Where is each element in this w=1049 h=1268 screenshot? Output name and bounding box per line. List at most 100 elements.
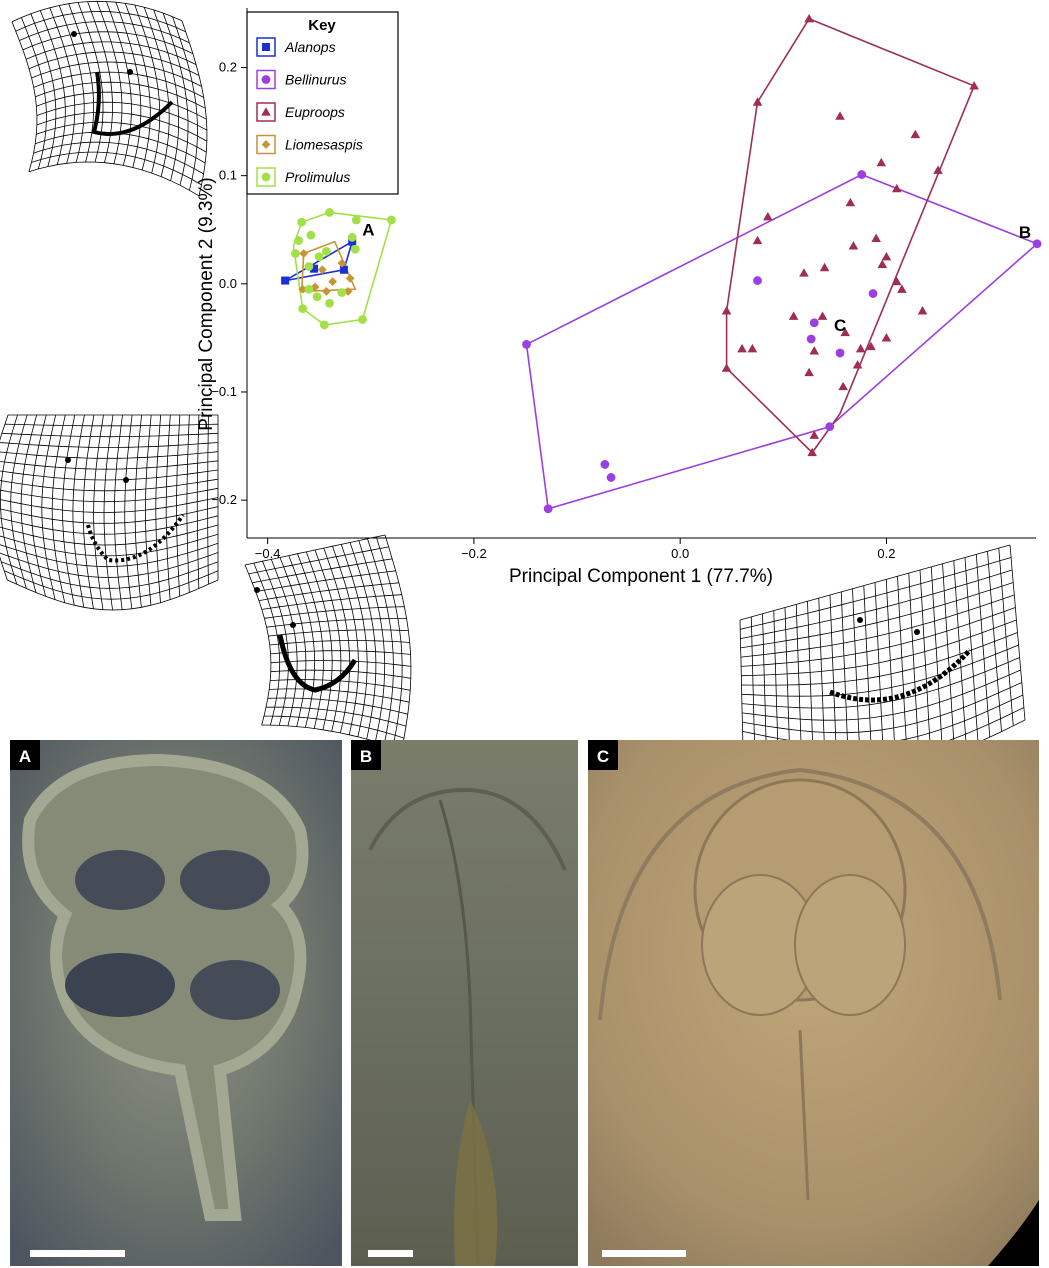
annotation-b: B [1019, 223, 1031, 242]
legend-label-liomesaspis: Liomesaspis [285, 137, 363, 153]
point-euproops [737, 343, 747, 353]
point-prolimulus [298, 304, 308, 314]
point-euproops [848, 241, 859, 250]
legend-marker-euproops [261, 107, 271, 116]
x-tick-label: 0.0 [671, 546, 689, 561]
point-prolimulus [322, 246, 331, 256]
legend-label-prolimulus: Prolimulus [285, 169, 350, 185]
x-axis-title: Principal Component 1 (77.7%) [509, 566, 773, 587]
point-alanops [339, 265, 348, 274]
point-prolimulus [319, 320, 329, 330]
point-liomesaspis [298, 284, 308, 294]
panel-letter-box [10, 740, 40, 770]
x-tick-label: −0.2 [461, 546, 487, 561]
point-bellinurus [809, 318, 819, 328]
point-prolimulus [304, 262, 314, 271]
deformation-grid-mid-left [0, 414, 219, 611]
pca-scatter-plot: −0.4 −0.2 0.0 0.2 −0.2 −0.1 0.0 0.1 0.2 A B C Prin… [196, 8, 1042, 587]
point-euproops [881, 251, 892, 261]
y-tick-label: 0.1 [219, 168, 237, 183]
point-euproops [917, 306, 928, 315]
point-prolimulus [291, 249, 300, 258]
point-bellinurus [806, 334, 816, 344]
point-liomesaspis [328, 277, 338, 287]
annotation-c: C [834, 316, 846, 335]
legend-marker-alanops [262, 43, 270, 51]
point-liomesaspis [343, 286, 353, 296]
deformation-grid-top-left [11, 0, 208, 197]
deformation-grid-bottom-right [739, 544, 1026, 772]
point-euproops [910, 129, 921, 139]
point-euproops [877, 259, 888, 268]
point-liomesaspis [337, 258, 347, 268]
y-tick-label: 0.2 [219, 59, 237, 74]
photo-panel-a: A [10, 740, 342, 1266]
point-liomesaspis [299, 249, 309, 258]
point-euproops [866, 341, 876, 351]
point-euproops [891, 183, 902, 193]
point-bellinurus [835, 348, 845, 358]
point-prolimulus [312, 292, 322, 302]
point-prolimulus [386, 215, 396, 225]
point-bellinurus [1032, 239, 1042, 249]
point-euproops [876, 157, 887, 167]
point-euproops [933, 165, 943, 174]
point-liomesaspis [322, 286, 331, 296]
point-bellinurus [600, 460, 610, 469]
point-liomesaspis [317, 265, 327, 275]
point-euproops [788, 311, 799, 320]
point-prolimulus [314, 252, 324, 262]
point-bellinurus [606, 473, 616, 482]
point-euproops [881, 333, 892, 342]
point-prolimulus [337, 288, 347, 297]
legend-marker-prolimulus [261, 172, 271, 182]
legend-marker-bellinurus [261, 75, 271, 84]
y-tick-label: −0.2 [211, 492, 237, 507]
point-euproops [969, 81, 979, 90]
annotation-a: A [362, 221, 374, 240]
point-euproops [809, 430, 820, 439]
point-euproops [819, 262, 830, 272]
scale-bar [602, 1250, 686, 1257]
point-euproops [721, 363, 732, 372]
point-euproops [835, 111, 845, 120]
point-euproops [852, 360, 863, 369]
point-euproops [804, 14, 814, 23]
legend: Key Alanops Bellinurus Euproops Liomesaspis… [246, 11, 399, 195]
hull-euproops [725, 17, 976, 454]
panel-letter-box [351, 740, 381, 770]
panel-letter-b: B [360, 747, 372, 766]
point-bellinurus [522, 339, 531, 349]
panel-letter-a: A [19, 747, 31, 766]
point-prolimulus [350, 244, 360, 254]
point-prolimulus [358, 315, 367, 324]
legend-label-euproops: Euproops [285, 104, 345, 120]
point-prolimulus [294, 236, 303, 245]
scale-bar [368, 1250, 413, 1257]
legend-title: Key [308, 17, 336, 34]
point-alanops [281, 276, 290, 285]
point-prolimulus [347, 232, 357, 242]
point-prolimulus [297, 217, 307, 227]
point-euproops [752, 97, 763, 106]
point-prolimulus [325, 208, 334, 217]
x-tick-label: 0.2 [877, 546, 895, 561]
point-euproops [721, 306, 732, 315]
legend-label-bellinurus: Bellinurus [285, 72, 346, 88]
y-axis-title: Principal Component 2 (9.3%) [196, 177, 217, 430]
point-euproops [817, 311, 828, 320]
point-euproops [838, 381, 848, 391]
point-euproops [871, 233, 881, 242]
panel-letter-c: C [597, 747, 609, 766]
point-euproops [752, 235, 763, 245]
point-euproops [763, 211, 773, 221]
point-liomesaspis [345, 274, 355, 283]
point-bellinurus [857, 170, 867, 179]
point-euproops [799, 268, 809, 277]
specimen-photos: A B C [10, 740, 1039, 1267]
y-tick-label: 0.0 [219, 276, 237, 291]
x-tick-label: −0.4 [255, 546, 281, 561]
point-prolimulus [306, 230, 316, 240]
point-euproops [840, 327, 850, 337]
photo-panel-c: C [588, 740, 1039, 1266]
